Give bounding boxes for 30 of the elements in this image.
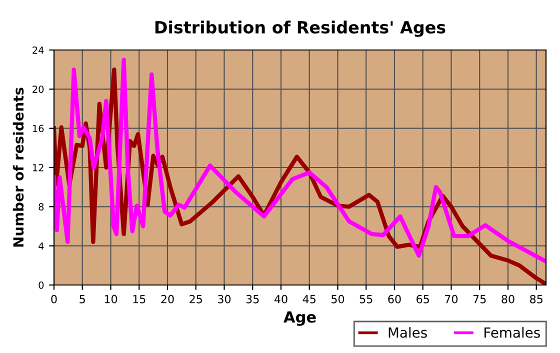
x-tick-label: 60 xyxy=(388,294,401,304)
y-tick-label: 8 xyxy=(38,203,44,210)
x-tick-label: 70 xyxy=(445,294,458,304)
y-tick-label: 24 xyxy=(32,46,44,54)
x-tick-label: 35 xyxy=(246,294,259,304)
legend-label: Males xyxy=(388,327,427,338)
x-tick-label: 15 xyxy=(133,295,146,304)
x-tick-label: 30 xyxy=(218,294,231,304)
y-tick-label: 12 xyxy=(32,164,44,172)
x-tick-label: 65 xyxy=(416,294,429,304)
x-tick-label: 75 xyxy=(473,295,486,304)
x-tick-label: 85 xyxy=(530,294,542,304)
x-tick-label: 50 xyxy=(332,294,344,304)
x-tick-label: 0 xyxy=(51,294,57,304)
chart-title: Distribution of Residents' Ages xyxy=(155,20,446,37)
x-tick-label: 25 xyxy=(190,294,202,304)
x-tick-label: 40 xyxy=(274,294,288,304)
x-tick-label: 55 xyxy=(360,295,372,304)
x-tick-label: 10 xyxy=(104,294,118,304)
y-tick-label: 20 xyxy=(32,86,44,93)
x-tick-label: 5 xyxy=(80,295,85,304)
x-tick-label: 45 xyxy=(302,295,316,304)
x-tick-label: 80 xyxy=(502,294,514,304)
x-axis-title: Age xyxy=(284,311,316,326)
y-tick-label: 16 xyxy=(32,124,44,132)
y-axis-title: Number of residents xyxy=(12,88,24,247)
legend-label: Females xyxy=(484,327,540,338)
y-tick-label: 0 xyxy=(38,281,44,289)
x-tick-label: 20 xyxy=(161,294,174,304)
y-tick-label: 4 xyxy=(38,242,44,250)
